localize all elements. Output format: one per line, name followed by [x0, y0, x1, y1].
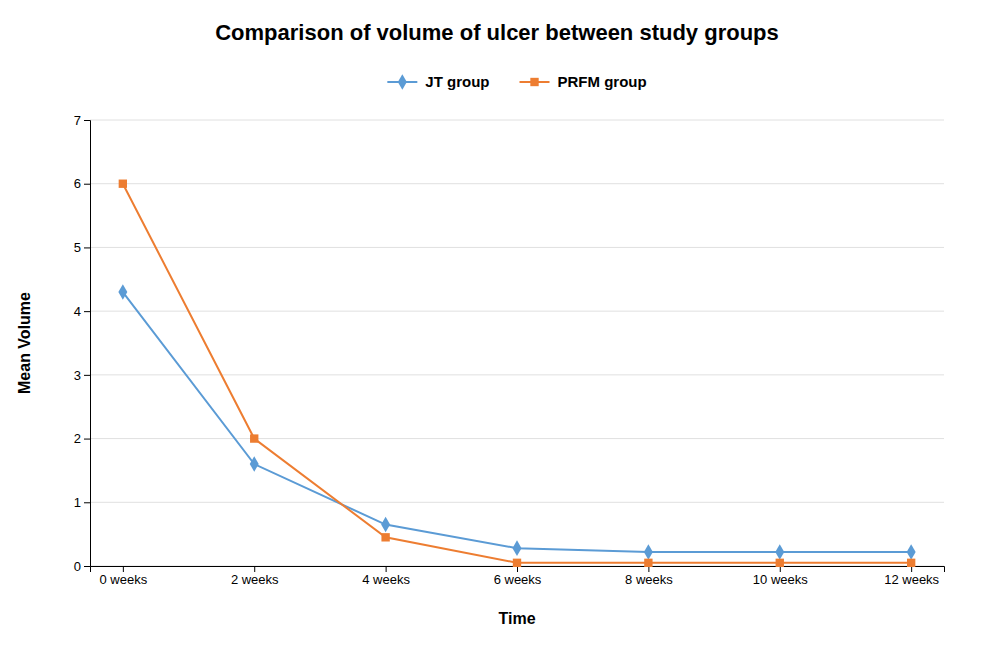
- grid-line: [90, 374, 944, 375]
- grid-line: [90, 247, 944, 248]
- tick-label: 7: [74, 113, 81, 128]
- y-axis-title: Mean Volume: [16, 292, 33, 394]
- point: [907, 559, 915, 567]
- tick-label: 2: [74, 431, 81, 446]
- legend-label: PRFM group: [558, 73, 647, 90]
- tick-mark: [84, 311, 90, 312]
- point: [250, 434, 258, 442]
- tick-mark: [386, 566, 387, 572]
- tick-mark: [254, 566, 255, 572]
- tick: 10 weeks: [753, 566, 808, 587]
- tick: 1: [74, 495, 90, 510]
- point: [513, 559, 521, 567]
- axis-line: [91, 567, 945, 573]
- point: [381, 517, 390, 533]
- grid-line: [90, 183, 944, 184]
- grid-line: [90, 438, 944, 439]
- tick-label: 5: [74, 240, 81, 255]
- point: [776, 559, 784, 567]
- tick-label: 1: [74, 495, 81, 510]
- legend: JT group PRFM group: [387, 73, 646, 90]
- plot: 0 weeks 2 weeks 4 weeks 6 weeks 8 weeks 10 we…: [74, 113, 945, 588]
- tick-mark: [123, 566, 124, 572]
- tick: 4 weeks: [362, 566, 410, 587]
- tick: 2 weeks: [231, 566, 279, 587]
- x-axis-title: Time: [498, 610, 535, 627]
- legend-item: PRFM group: [520, 73, 647, 90]
- point: [644, 544, 653, 560]
- y-axis: 0 1 2 3 4 5 6 7: [74, 113, 91, 574]
- tick-label: 6 weeks: [494, 572, 542, 587]
- series: [118, 284, 915, 560]
- tick-label: 4 weeks: [362, 572, 410, 587]
- grid: [90, 120, 944, 566]
- legend-symbol: [398, 74, 407, 90]
- tick-label: 2 weeks: [231, 572, 279, 587]
- tick-mark: [84, 184, 90, 185]
- tick: 0: [74, 559, 90, 574]
- tick-label: 6: [74, 176, 81, 191]
- point: [907, 544, 916, 560]
- tick-mark: [84, 502, 90, 503]
- legend-label: JT group: [425, 73, 489, 90]
- tick: 4: [74, 304, 90, 319]
- tick-label: 4: [74, 304, 81, 319]
- tick-mark: [84, 439, 90, 440]
- point: [250, 456, 259, 472]
- grid-line: [90, 311, 944, 312]
- grid-line: [90, 120, 944, 121]
- tick-label: 12 weeks: [884, 572, 939, 587]
- tick: 12 weeks: [884, 566, 939, 587]
- series-group: [118, 180, 915, 567]
- point: [119, 180, 127, 188]
- point: [644, 559, 652, 567]
- tick-label: 10 weeks: [753, 572, 808, 587]
- line: [123, 184, 911, 563]
- tick-label: 3: [74, 368, 81, 383]
- chart: 0 weeks 2 weeks 4 weeks 6 weeks 8 weeks 10 we…: [0, 0, 994, 646]
- tick: 3: [74, 368, 90, 383]
- tick: 5: [74, 240, 90, 255]
- tick-label: 0: [74, 559, 81, 574]
- point: [775, 544, 784, 560]
- point: [381, 533, 389, 541]
- line: [123, 292, 911, 552]
- title: Comparison of volume of ulcer between st…: [215, 20, 779, 45]
- tick-mark: [84, 247, 90, 248]
- tick-mark: [84, 566, 90, 567]
- tick-mark: [84, 120, 90, 121]
- tick: 8 weeks: [625, 566, 673, 587]
- tick: 7: [74, 113, 90, 128]
- tick: 6 weeks: [494, 566, 542, 587]
- tick-label: 8 weeks: [625, 572, 673, 587]
- grid-line: [90, 502, 944, 503]
- tick-mark: [84, 375, 90, 376]
- series: [119, 180, 916, 567]
- legend-symbol: [530, 78, 538, 86]
- tick-label: 0 weeks: [99, 572, 147, 587]
- legend-item: JT group: [387, 73, 489, 90]
- axis-line: [84, 121, 91, 567]
- tick: 2: [74, 431, 90, 446]
- x-axis: 0 weeks 2 weeks 4 weeks 6 weeks 8 weeks 10 we…: [91, 566, 945, 587]
- point: [118, 284, 127, 300]
- tick: 6: [74, 176, 90, 191]
- tick: 0 weeks: [99, 566, 147, 587]
- point: [513, 540, 522, 556]
